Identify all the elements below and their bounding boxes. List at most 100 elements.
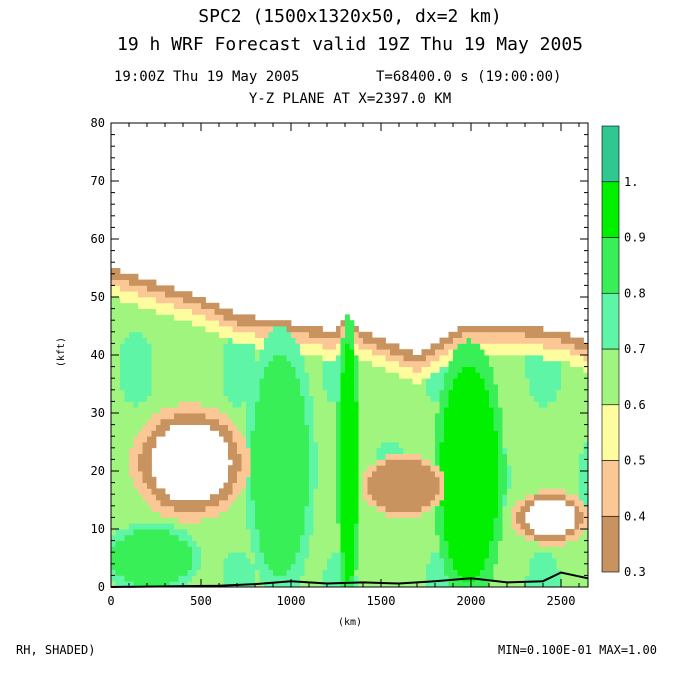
rh-cell	[534, 447, 539, 454]
rh-cell	[399, 372, 404, 379]
rh-cell	[399, 447, 404, 454]
rh-cell	[502, 494, 508, 501]
rh-cell	[160, 505, 166, 512]
rh-cell	[502, 465, 508, 472]
rh-cell	[133, 529, 139, 536]
rh-cell	[322, 471, 328, 478]
rh-cell	[358, 395, 364, 402]
rh-cell	[426, 540, 431, 547]
rh-cell	[210, 360, 215, 367]
rh-cell	[237, 500, 242, 507]
rh-cell	[160, 511, 166, 518]
rh-cell	[561, 395, 566, 402]
rh-cell	[300, 372, 305, 379]
rh-cell	[196, 523, 202, 530]
rh-cell	[516, 436, 521, 443]
rh-cell	[363, 511, 368, 518]
rh-cell	[205, 314, 211, 321]
rh-cell	[502, 384, 508, 391]
rh-cell	[547, 343, 553, 350]
rh-cell	[246, 494, 251, 501]
rh-cell	[552, 349, 557, 356]
rh-cell	[322, 529, 328, 536]
rh-cell	[574, 378, 580, 385]
rh-cell	[372, 418, 377, 425]
rh-cell	[111, 442, 116, 449]
rh-cell	[115, 436, 121, 443]
rh-cell	[201, 546, 206, 553]
rh-cell	[187, 569, 193, 576]
rh-cell	[219, 558, 224, 565]
rh-cell	[313, 505, 319, 512]
rh-cell	[142, 517, 148, 524]
rh-cell	[232, 517, 238, 524]
rh-cell	[340, 552, 346, 559]
rh-cell	[367, 459, 373, 466]
rh-cell	[570, 366, 575, 373]
rh-cell	[304, 447, 310, 454]
rh-cell	[282, 465, 287, 472]
rh-cell	[295, 517, 301, 524]
rh-cell	[493, 465, 499, 472]
rh-cell	[543, 546, 548, 553]
rh-cell	[511, 575, 517, 582]
rh-cell	[448, 581, 454, 587]
rh-cell	[129, 349, 134, 356]
rh-cell	[232, 366, 238, 373]
rh-cell	[538, 552, 544, 559]
rh-cell	[502, 523, 508, 530]
rh-cell	[475, 418, 481, 425]
rh-cell	[241, 563, 247, 570]
rh-cell	[241, 534, 247, 541]
rh-cell	[363, 418, 368, 425]
rh-cell	[138, 360, 143, 367]
rh-cell	[547, 563, 553, 570]
rh-cell	[277, 476, 283, 483]
rh-cell	[120, 407, 125, 414]
rh-cell	[529, 552, 535, 559]
rh-cell	[336, 407, 341, 414]
rh-cell	[133, 442, 139, 449]
rh-cell	[205, 395, 211, 402]
colorbar-segment	[601, 515, 620, 573]
rh-cell	[282, 395, 287, 402]
rh-cell	[111, 424, 116, 431]
rh-cell	[516, 447, 521, 454]
rh-cell	[129, 320, 134, 327]
rh-cell	[403, 465, 409, 472]
rh-cell	[435, 418, 440, 425]
rh-cell	[340, 581, 346, 587]
rh-cell	[408, 407, 413, 414]
rh-cell	[525, 355, 530, 362]
rh-cell	[489, 418, 494, 425]
rh-cell	[214, 575, 220, 582]
rh-cell	[399, 430, 404, 437]
rh-cell	[466, 447, 472, 454]
rh-cell	[502, 407, 508, 414]
rh-cell	[214, 523, 220, 530]
rh-cell	[444, 505, 449, 512]
rh-cell	[511, 581, 517, 587]
rh-cell	[241, 360, 247, 367]
rh-cell	[538, 459, 544, 466]
rh-cell	[313, 581, 319, 587]
rh-cell	[345, 558, 350, 565]
rh-cell	[502, 569, 508, 576]
rh-cell	[363, 401, 368, 408]
rh-cell	[412, 418, 418, 425]
rh-cell	[151, 395, 157, 402]
rh-cell	[223, 482, 229, 489]
rh-cell	[498, 575, 503, 582]
rh-cell	[390, 436, 395, 443]
rh-cell	[372, 546, 377, 553]
rh-cell	[543, 569, 548, 576]
rh-cell	[232, 418, 238, 425]
rh-cell	[246, 523, 251, 530]
rh-cell	[381, 569, 386, 576]
rh-cell	[457, 407, 463, 414]
rh-cell	[561, 453, 566, 460]
rh-cell	[457, 442, 463, 449]
rh-cell	[228, 407, 233, 414]
rh-cell	[201, 384, 206, 391]
rh-cell	[304, 563, 310, 570]
